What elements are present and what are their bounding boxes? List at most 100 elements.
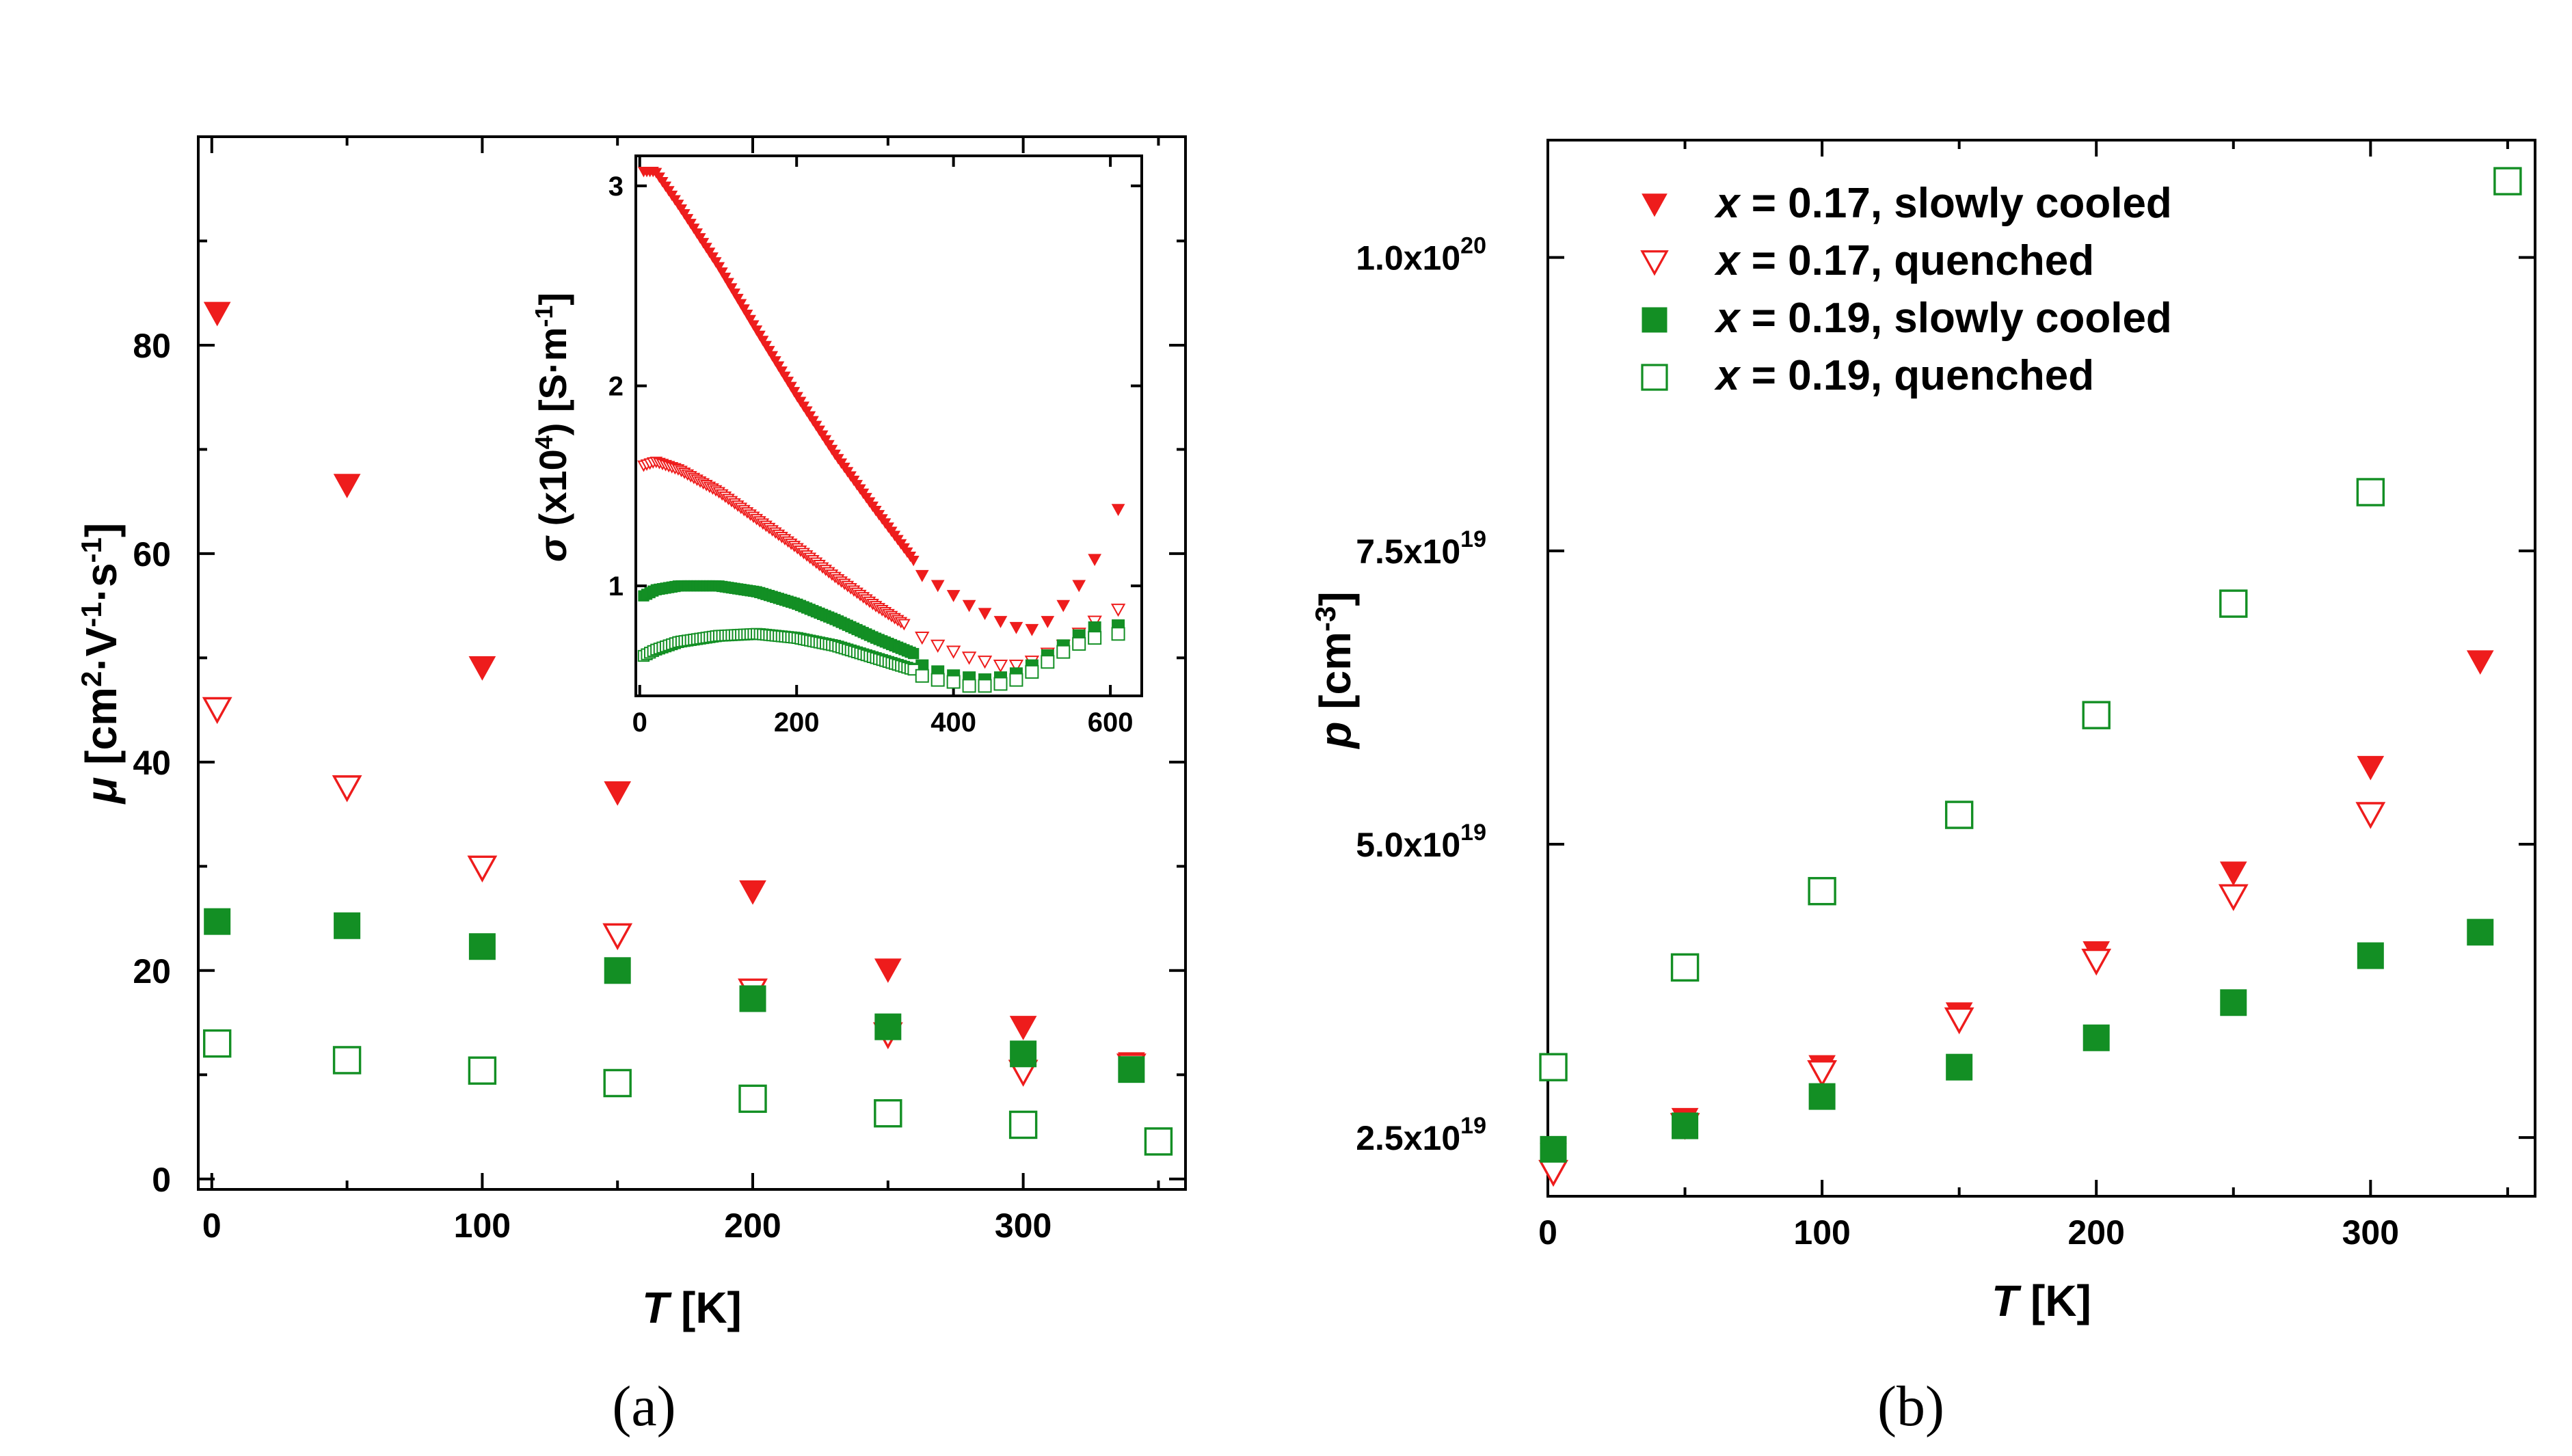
triangle-marker xyxy=(946,590,961,602)
square-marker-dense xyxy=(907,647,920,660)
square-marker xyxy=(1111,627,1125,641)
triangle-marker xyxy=(1088,554,1102,567)
panel-b-data-marks xyxy=(1538,167,2522,1187)
triangle-marker-dense xyxy=(763,346,775,357)
triangle-marker xyxy=(2355,802,2386,829)
y-tick-label: 80 xyxy=(133,327,171,365)
square-marker xyxy=(1539,1053,1568,1081)
y-tick-label-mantissa: 7.5x10 xyxy=(1356,532,1460,571)
square-marker xyxy=(1672,1112,1699,1140)
inset-y-axis-label: σ (x104) [S·m-1] xyxy=(530,293,574,562)
square-marker xyxy=(2219,589,2248,618)
triangle-marker-dense xyxy=(757,336,769,347)
square-marker xyxy=(2493,167,2522,196)
square-marker xyxy=(332,1046,362,1075)
legend-entry-label: x = 0.19, quenched xyxy=(1714,352,2094,399)
y-tick-label-exponent: 19 xyxy=(1460,820,1486,846)
triangle-marker-dense xyxy=(773,361,785,372)
square-marker xyxy=(930,673,945,687)
y-tick-label-exponent: 20 xyxy=(1460,233,1486,259)
triangle-marker xyxy=(977,656,993,669)
square-marker xyxy=(204,908,231,935)
square-marker xyxy=(1946,1053,1973,1081)
triangle-marker-dense xyxy=(760,340,772,351)
triangle-marker-dense xyxy=(775,366,788,377)
triangle-marker-dense xyxy=(738,304,750,315)
y-tick-label-exponent: 19 xyxy=(1460,1113,1486,1139)
triangle-marker xyxy=(962,599,976,612)
square-marker xyxy=(2357,942,2384,969)
triangle-marker-dense xyxy=(722,278,734,288)
square-marker xyxy=(202,1029,232,1058)
triangle-marker xyxy=(739,880,766,905)
panel-a-plot-frame xyxy=(197,135,1187,1191)
legend-value: = 0.19, slowly cooled xyxy=(1739,295,2171,342)
x-tick-label: 0 xyxy=(1538,1213,1557,1252)
square-marker xyxy=(1670,953,1700,982)
square-marker xyxy=(874,1098,902,1128)
triangle-marker xyxy=(946,645,961,659)
y-tick-label: 20 xyxy=(133,952,171,990)
y-tick-label: 5.0x1019 xyxy=(1356,820,1486,864)
panel-b-plot-frame xyxy=(1546,139,2536,1198)
square-marker xyxy=(2220,989,2247,1016)
panel-a-label: (a) xyxy=(612,1375,675,1438)
y-tick-label: 40 xyxy=(133,744,171,782)
triangle-marker-dense xyxy=(719,272,732,284)
triangle-marker xyxy=(930,580,945,593)
square-marker xyxy=(2082,1024,2110,1051)
x-tick-label: 100 xyxy=(1793,1213,1850,1252)
triangle-marker xyxy=(604,781,632,806)
square-marker xyxy=(1088,631,1102,645)
triangle-marker-dense xyxy=(751,325,763,336)
y-tick-label: 60 xyxy=(133,535,171,574)
y-tick-label-mantissa: 5.0x10 xyxy=(1356,826,1460,864)
x-tick-label: 200 xyxy=(2068,1213,2125,1252)
triangle-marker xyxy=(915,632,930,645)
square-marker xyxy=(739,985,766,1012)
square-marker xyxy=(738,1084,767,1114)
square-marker xyxy=(468,1056,497,1085)
triangle-marker xyxy=(874,958,902,983)
x-tick-label: 0 xyxy=(632,707,647,738)
square-marker xyxy=(1118,1056,1145,1083)
square-marker xyxy=(2467,919,2494,946)
square-marker xyxy=(962,679,976,693)
triangle-marker xyxy=(202,697,232,725)
triangle-marker xyxy=(2218,884,2249,911)
y-tick-label: 1.0x1020 xyxy=(1356,233,1486,278)
legend-value: = 0.17, quenched xyxy=(1739,237,2094,284)
square-marker xyxy=(468,933,496,960)
y-tick-label: 7.5x1019 xyxy=(1356,526,1486,571)
panel-b-x-axis-label: T [K] xyxy=(1992,1276,2091,1325)
x-tick-label: 0 xyxy=(202,1206,222,1245)
square-marker xyxy=(915,669,929,683)
triangle-marker xyxy=(468,656,496,681)
triangle-marker xyxy=(1072,580,1086,593)
square-marker xyxy=(1808,876,1836,906)
square-marker xyxy=(1808,1083,1836,1110)
triangle-marker xyxy=(2081,948,2112,976)
y-tick-label: 3 xyxy=(608,172,624,202)
y-tick-label-mantissa: 2.5x10 xyxy=(1356,1119,1460,1157)
panel-a-y-axis-label: μ [cm2·V-1·s-1] xyxy=(75,523,126,805)
triangle-marker xyxy=(1110,604,1126,617)
triangle-marker xyxy=(1041,616,1055,628)
triangle-marker-dense xyxy=(735,299,747,310)
legend-variable: x xyxy=(1714,237,1741,284)
panel-b-axes-ticks: 0 100 200 3002.5x10195.0x10197.5x10191.0x10… xyxy=(1356,140,2535,1252)
square-marker xyxy=(334,912,361,939)
x-tick-label: 600 xyxy=(1088,707,1134,738)
square-marker xyxy=(1144,1127,1173,1156)
square-marker xyxy=(2356,478,2385,507)
panel-b-label: (b) xyxy=(1877,1375,1944,1438)
y-tick-label-exponent: 19 xyxy=(1460,526,1486,552)
triangle-marker-dense xyxy=(898,619,911,631)
square-marker xyxy=(1025,664,1039,679)
triangle-marker xyxy=(332,775,362,803)
x-tick-label: 300 xyxy=(995,1206,1051,1245)
inset-axes-ticks: 0 200 400 600 1 2 3 xyxy=(608,156,1142,738)
